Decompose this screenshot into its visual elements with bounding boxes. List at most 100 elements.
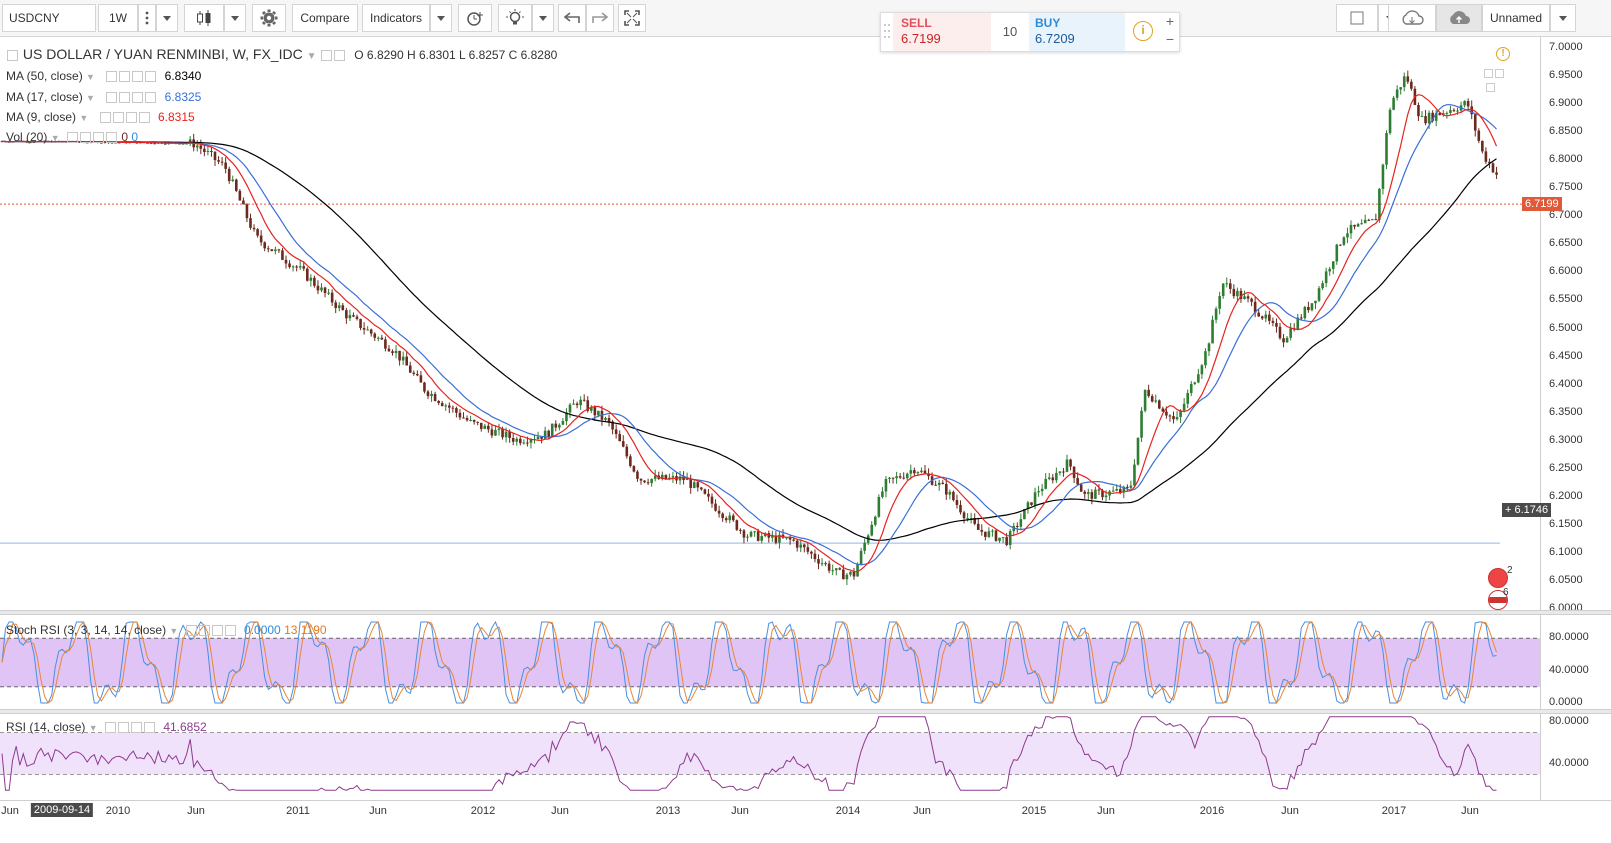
pane-separator-1[interactable] [0,610,1611,615]
info-icon[interactable]: i [1133,21,1153,41]
interval-button[interactable]: 1W [98,4,138,32]
stoch-rsi-chart[interactable] [0,615,1540,710]
stoch-rsi-label: Stoch RSI (3, 3, 14, 14, close) [6,623,167,637]
quantity-field[interactable]: 10 [1002,24,1018,39]
candle-body [1495,172,1498,175]
indicators-button[interactable]: Indicators [362,4,430,32]
undo-button[interactable] [558,4,586,32]
candle-body [245,204,249,219]
replay-dropdown-icon[interactable] [532,4,554,32]
top-toolbar: USDCNY 1W Compare Indicators Unnamed [0,0,1611,37]
candle-body [579,399,582,406]
save-layout-button[interactable] [1436,4,1482,32]
alert-button[interactable] [458,4,492,32]
rsi-pane[interactable]: RSI (14, close) ▼ 41.6852 [0,714,1540,800]
candle-body [813,553,817,560]
candle-body [973,518,976,524]
candle-body [1282,338,1285,343]
candle-body [1381,164,1385,189]
candle-body [259,235,263,243]
minus-icon[interactable]: − [1165,31,1175,47]
drag-handle[interactable] [883,17,891,47]
candle-body [671,476,675,478]
candle-body [1399,87,1402,90]
candle-body [515,438,519,442]
candle-body [909,470,913,474]
candle-body [561,421,565,425]
legend-settings-icon[interactable] [334,49,346,61]
interval-dropdown-icon[interactable] [156,4,178,32]
layout-name-button[interactable]: Unnamed [1482,4,1550,32]
legend-dropdown-icon[interactable]: ▼ [306,51,317,62]
candle-body [643,480,646,483]
replay-button[interactable] [498,4,532,32]
candle-body [1165,411,1168,416]
economic-event-badge[interactable] [1488,568,1508,588]
candle-body [149,142,153,144]
candle-body [1317,288,1321,301]
candle-body [1466,101,1470,107]
chart-style-button[interactable] [184,4,224,32]
time-axis[interactable]: Jun 2009-09-14 2010 Jun 2011 Jun 2012 Jun 2013 Ju… [0,800,1611,843]
indicators-dropdown-icon[interactable] [430,4,452,32]
layout-name-label: Unnamed [1489,11,1543,25]
interval-menu-icon[interactable] [138,4,156,32]
candle-body [795,540,799,548]
candle-body [1229,283,1232,289]
candle-body [1221,283,1225,297]
candle-body [717,510,721,514]
rsi-legend: RSI (14, close) ▼ 41.6852 [6,720,207,734]
stoch-rsi-pane[interactable]: Stoch RSI (3, 3, 14, 14, close) ▼ 0.0000… [0,615,1540,710]
candle-body [1367,219,1371,221]
candle-body [1335,244,1339,262]
candle-body [1488,161,1491,164]
main-chart-pane[interactable]: US DOLLAR / YUAN RENMINBI, W, FX_IDC ▼ O… [0,37,1540,611]
time-axis-label: Jun [1097,805,1115,817]
buy-price: 6.7209 [1035,31,1075,46]
compare-button[interactable]: Compare [292,4,358,32]
candle-body [1477,130,1481,141]
candle-body [774,535,778,543]
symbol-search[interactable]: USDCNY [2,4,96,32]
settings-button[interactable] [252,4,286,32]
rsi-axis[interactable]: 80.0000 40.0000 [1540,714,1611,800]
candle-body [426,391,430,397]
legend-eye-icon[interactable] [321,49,333,61]
candle-body [1427,112,1431,124]
candle-body [707,493,710,497]
rsi-chart[interactable] [0,714,1540,800]
chart-scale-icons[interactable] [1484,67,1514,92]
flag-event-badge[interactable] [1488,590,1508,610]
candle-body [597,410,600,416]
candle-body [419,375,423,383]
candle-body [323,287,327,294]
candle-body [845,574,849,580]
candle-body [266,248,270,250]
sell-button[interactable]: SELL 6.7199 [893,13,991,51]
candle-body [1388,109,1392,134]
candle-body [1331,261,1335,269]
candle-body [345,310,348,319]
warning-icon[interactable]: ! [1496,47,1510,61]
collapse-icon[interactable] [7,49,18,61]
layout-name-dropdown-icon[interactable] [1550,4,1576,32]
candle-body [1044,478,1047,489]
candle-body [1406,76,1410,82]
price-axis-label: 6.3500 [1549,405,1583,418]
price-axis[interactable]: 7.0000 6.9500 6.9000 6.8500 6.8000 6.7500 6.70… [1540,37,1611,614]
plus-icon[interactable]: + [1165,13,1175,29]
pane-separator-2[interactable] [0,709,1611,714]
fullscreen-button[interactable] [618,4,646,32]
price-axis-label: 6.8000 [1549,153,1583,166]
buy-button[interactable]: BUY 6.7209 [1029,13,1125,51]
load-layout-button[interactable] [1388,4,1436,32]
candle-body [959,504,962,513]
price-axis-label: 6.6500 [1549,237,1583,250]
price-chart[interactable] [0,37,1540,611]
layout-button[interactable] [1336,4,1378,32]
chart-style-dropdown-icon[interactable] [224,4,246,32]
candle-body [1189,383,1193,394]
redo-button[interactable] [586,4,614,32]
stoch-rsi-axis[interactable]: 80.0000 40.0000 0.0000 [1540,615,1611,710]
time-axis-label: Jun [187,805,205,817]
